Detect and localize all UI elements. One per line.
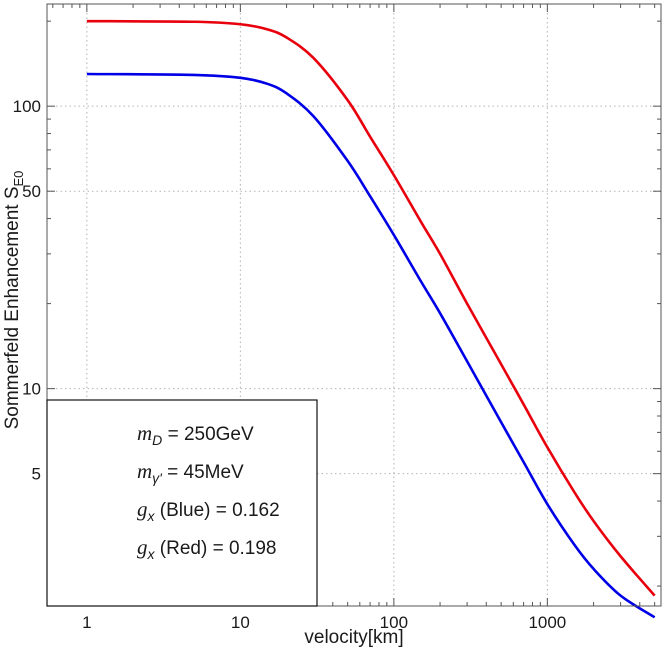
y-axis-title-main: Sommerfeld Enhancement S	[2, 187, 23, 430]
y-tick-label: 100	[13, 97, 41, 116]
legend-line-2: gx (Blue) = 0.162	[137, 497, 280, 524]
y-tick-label: 50	[22, 182, 41, 201]
legend-box: mD = 250GeV mγ' = 45MeV gx (Blue) = 0.162 g…	[46, 399, 318, 607]
grid	[47, 4, 661, 606]
legend-line-3: gx (Red) = 0.198	[137, 535, 277, 562]
x-axis-title: velocity[km]	[304, 627, 403, 648]
legend-line-0: mD = 250GeV	[137, 421, 254, 448]
series-group	[86, 19, 656, 619]
y-axis-title-sub: E0	[11, 171, 26, 187]
series-line-0	[86, 19, 656, 597]
y-tick-label: 10	[22, 380, 41, 399]
y-tick-label: 5	[32, 465, 41, 484]
y-axis-title: Sommerfeld Enhancement SE0	[2, 171, 26, 430]
x-tick-label: 10	[231, 613, 250, 632]
x-tick-label: 1000	[528, 613, 566, 632]
series-line-1	[86, 72, 656, 619]
x-tick-label: 1	[82, 613, 91, 632]
x-tick-label: 100	[380, 613, 408, 632]
legend-line-1: mγ' = 45MeV	[137, 459, 244, 486]
tick-labels: 1 10 100 1000 5 10 50 100	[13, 97, 567, 632]
plot-frame	[46, 3, 662, 607]
